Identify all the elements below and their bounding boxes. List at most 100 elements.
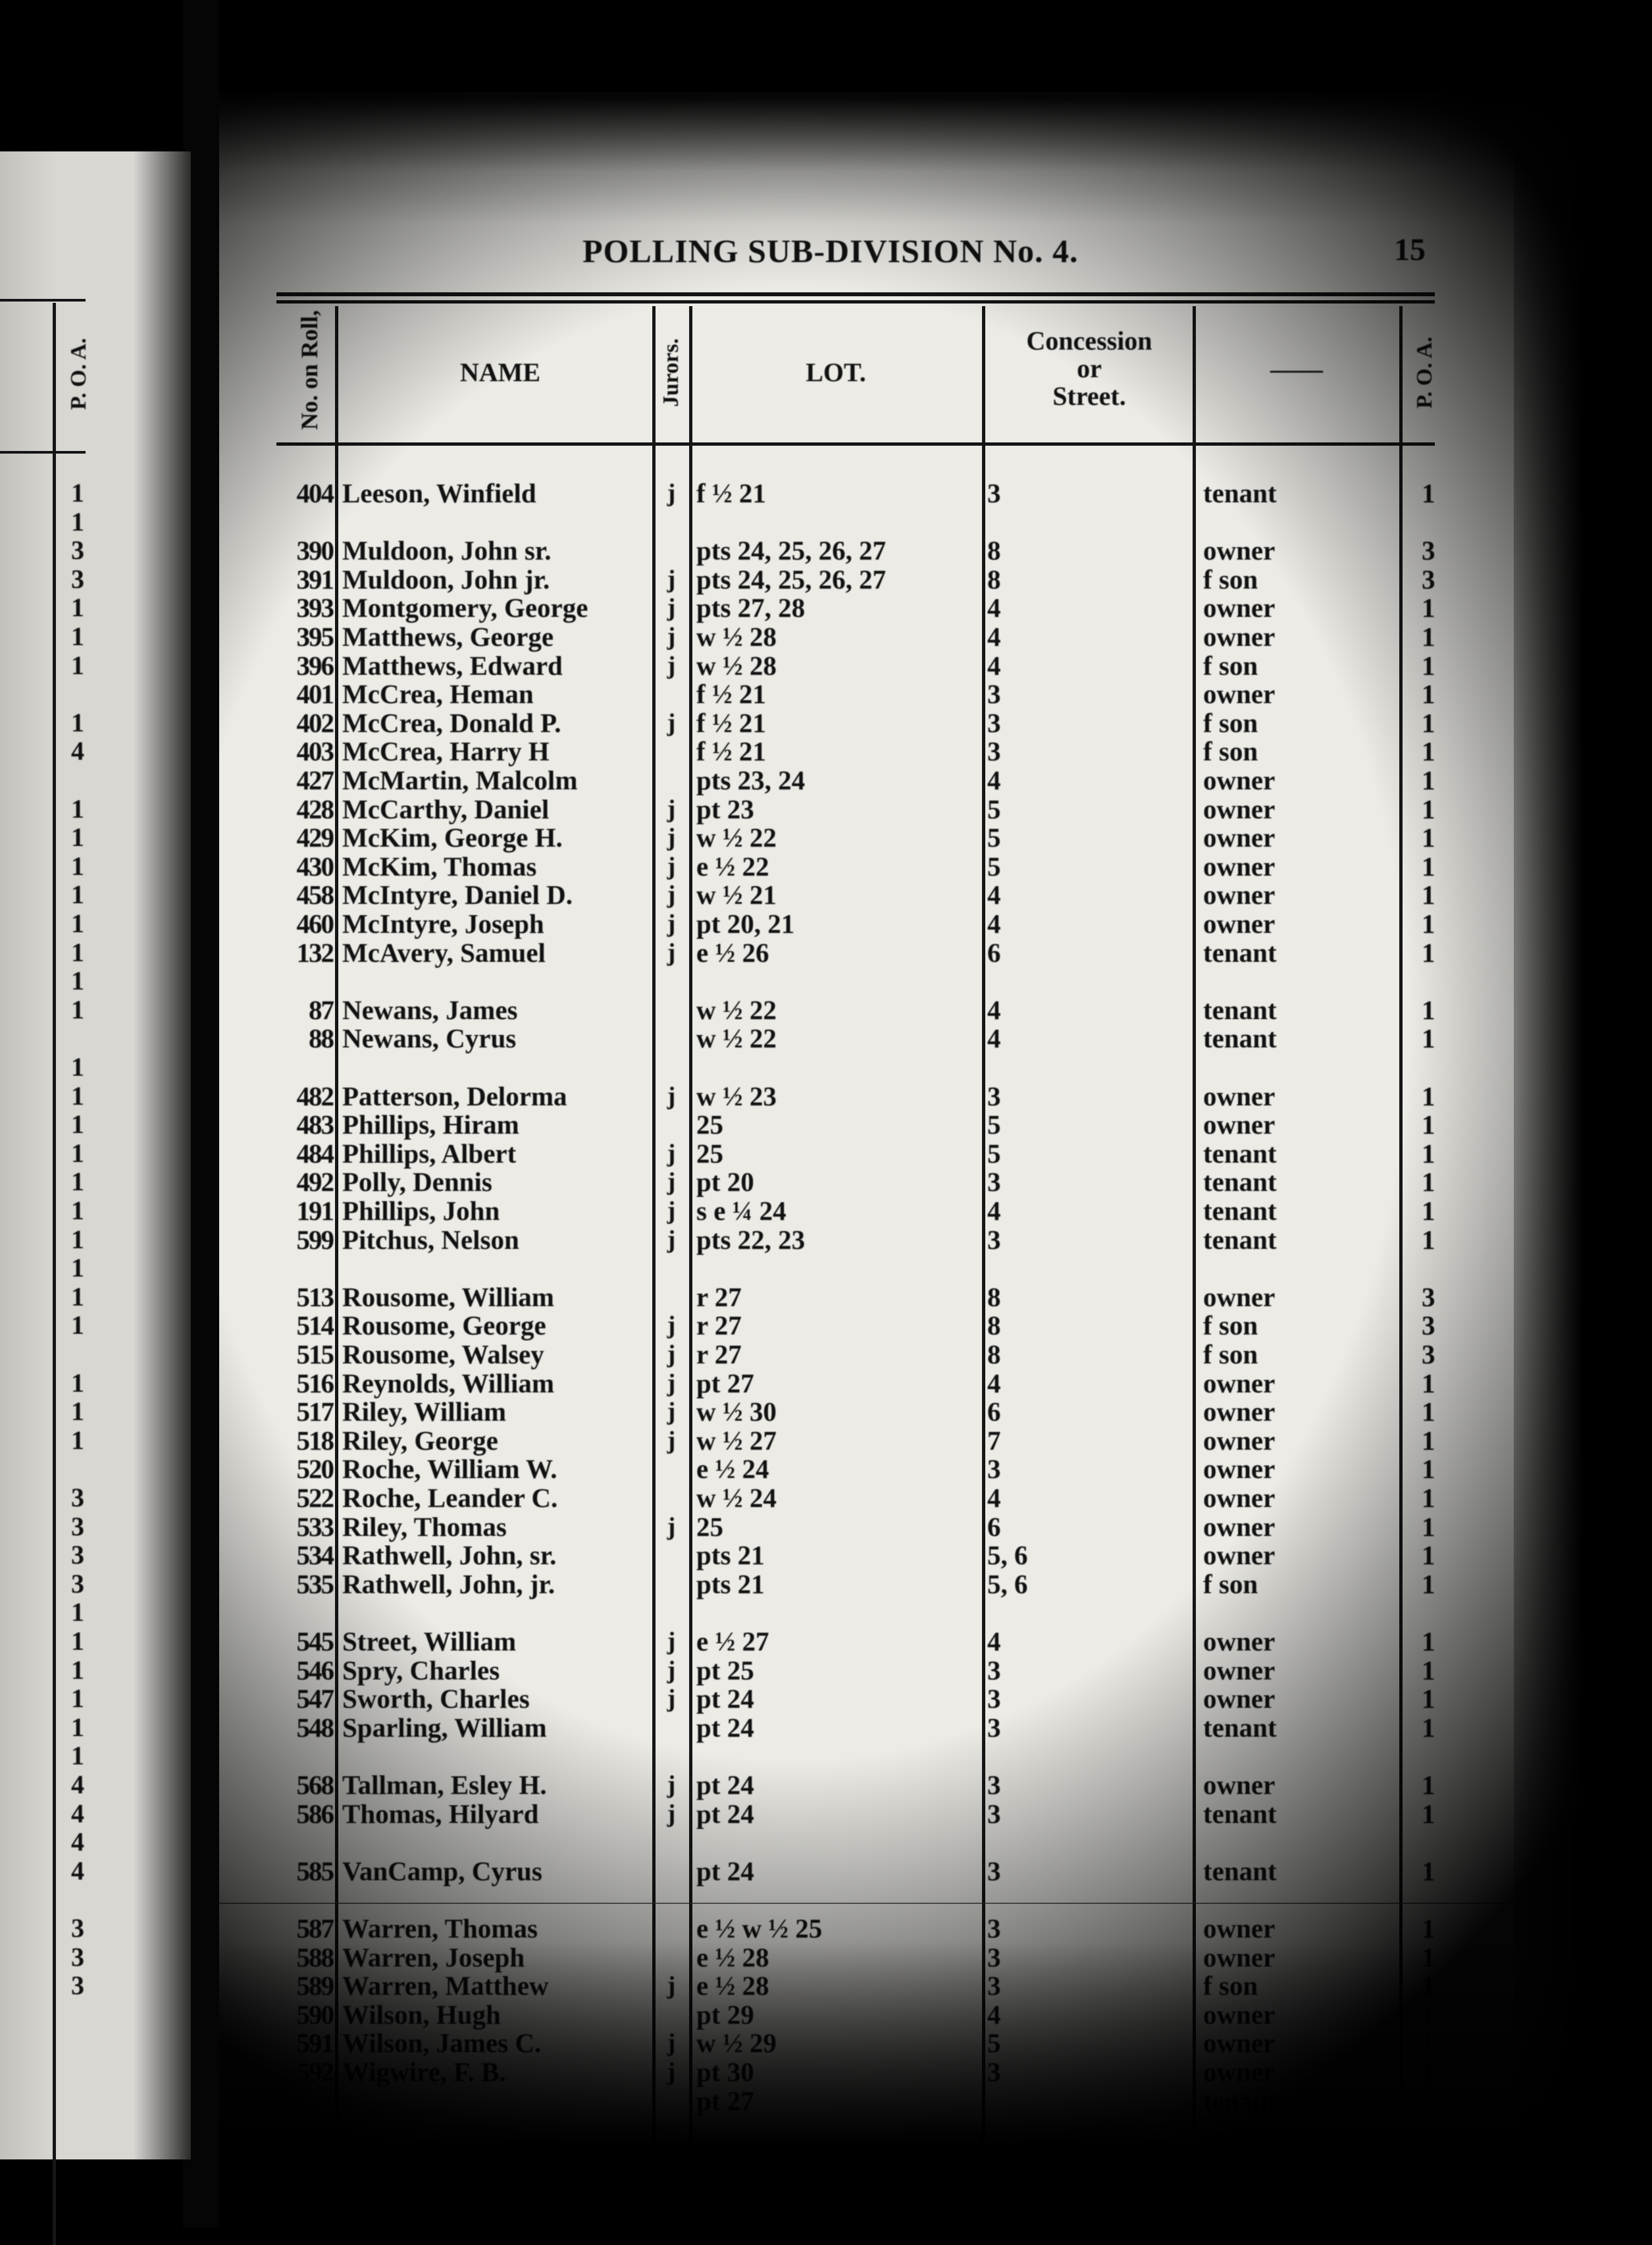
cell-conc: 3 <box>987 679 1001 710</box>
facing-page-poa-value: 1 <box>71 822 84 853</box>
cell-conc: 3 <box>987 1913 1001 1943</box>
cell-conc: 3 <box>987 1798 1001 1829</box>
cell-lot: w ½ 22 <box>696 1023 777 1054</box>
cell-lot: pt 24 <box>696 1712 754 1743</box>
facing-page-poa-value: 1 <box>71 1425 84 1455</box>
header-concession: Concession or Street. <box>987 327 1191 410</box>
cell-name: Sparling, William <box>342 1712 547 1743</box>
cell-juror: j <box>667 852 676 880</box>
cell-roll: 429 <box>296 822 335 853</box>
cell-juror: j <box>667 708 676 737</box>
cell-lot: f ½ 21 <box>696 478 766 508</box>
cell-status: owner <box>1203 1396 1276 1427</box>
cell-poa: 1 <box>1422 880 1435 911</box>
header-jurors: Jurors. <box>659 338 683 408</box>
cell-poa: 3 <box>1422 1339 1435 1369</box>
cell-juror: j <box>667 1082 676 1110</box>
cell-status: tenant <box>1203 1196 1277 1226</box>
facing-page-poa-value: 1 <box>71 1367 84 1398</box>
cell-roll: 483 <box>296 1109 335 1140</box>
header-concession-line1: Concession <box>1026 326 1152 356</box>
facing-page-poa-value: 1 <box>71 1138 84 1168</box>
cell-conc: 5 <box>987 793 1001 824</box>
cell-status: owner <box>1203 535 1276 566</box>
cell-lot: w ½ 21 <box>696 880 777 911</box>
cell-juror: j <box>667 1799 676 1828</box>
cell-juror: j <box>667 651 676 679</box>
cell-status: owner <box>1203 1281 1276 1312</box>
cell-status: owner <box>1203 1683 1276 1714</box>
column-rule-jurors <box>689 306 692 2150</box>
cell-roll: 87 <box>309 994 334 1025</box>
cell-roll: 428 <box>296 793 335 824</box>
cell-lot: r 27 <box>696 1339 742 1369</box>
cell-juror: j <box>667 1369 676 1397</box>
cell-poa: 1 <box>1422 1109 1435 1140</box>
facing-page-poa-value: 1 <box>71 851 84 881</box>
cell-juror: j <box>667 623 676 650</box>
cell-status: tenant <box>1203 2085 1277 2116</box>
cell-lot: pt 24 <box>696 1855 754 1886</box>
cell-name: Montgomery, George <box>342 593 588 623</box>
cell-roll: 591 <box>296 2028 335 2059</box>
cell-status: owner <box>1203 1913 1276 1943</box>
cell-name: Matthews, Edward <box>342 650 563 681</box>
cell-roll: 592 <box>296 2057 335 2087</box>
page-title: POLLING SUB-DIVISION No. 4. <box>582 232 1079 269</box>
facing-page-column-rule <box>53 303 56 2245</box>
cell-lot: pt 20 <box>696 1167 754 1198</box>
cell-name: Sworth, Charles <box>342 1683 530 1714</box>
facing-page-poa-value: 4 <box>71 1798 84 1828</box>
cell-juror: j <box>667 1512 676 1541</box>
cell-name: Patterson, Delorma <box>342 1080 567 1111</box>
cell-roll: 191 <box>296 1196 335 1226</box>
page-number: 15 <box>1394 232 1426 267</box>
facing-page-poa-value: 1 <box>71 1396 84 1427</box>
cell-name: McIntyre, Daniel D. <box>342 880 573 911</box>
cell-name: McMartin, Malcolm <box>342 765 578 795</box>
cell-roll: 390 <box>296 535 335 566</box>
cell-conc: 4 <box>987 765 1001 795</box>
facing-page-poa-value: 1 <box>71 621 84 651</box>
cell-status: owner <box>1203 1999 1276 2030</box>
cell-lot: w ½ 28 <box>696 621 777 652</box>
cell-status: owner <box>1203 1454 1276 1485</box>
cell-status: owner <box>1203 2057 1276 2087</box>
cell-poa: 1 <box>1422 1941 1435 1972</box>
cell-conc: 6 <box>987 1396 1001 1427</box>
cell-name: Riley, Thomas <box>342 1511 507 1542</box>
cell-name: Phillips, Hiram <box>342 1109 519 1140</box>
facing-page-poa-value: 1 <box>71 1196 84 1225</box>
cell-conc: 4 <box>987 1023 1001 1054</box>
cell-juror: j <box>667 1398 676 1426</box>
cell-name: Wilson, James C. <box>342 2028 542 2059</box>
facing-page-poa-value: 1 <box>71 506 84 537</box>
cell-poa: 1 <box>1422 2085 1435 2116</box>
cell-conc: 4 <box>987 1626 1001 1656</box>
cell-roll: 492 <box>296 1167 335 1198</box>
cell-roll: 518 <box>296 1425 335 1456</box>
cell-status: owner <box>1203 765 1276 795</box>
cell-status: tenant <box>1203 478 1277 508</box>
cell-poa: 1 <box>1422 1367 1435 1398</box>
cell-name: Warren, Matthew <box>342 1970 549 2001</box>
cell-roll: 517 <box>296 1396 335 1427</box>
cell-conc: 3 <box>987 736 1001 767</box>
cell-lot: 25 <box>696 1109 723 1140</box>
cell-poa: 1 <box>1422 621 1435 652</box>
cell-poa: 1 <box>1422 1999 1435 2030</box>
cell-name: Phillips, Albert <box>342 1138 517 1169</box>
cell-roll: 545 <box>296 1626 335 1656</box>
facing-page-poa-value: 3 <box>71 1483 84 1512</box>
cell-name: Rousome, William <box>342 1281 554 1312</box>
cell-conc: 3 <box>987 1080 1001 1111</box>
cell-poa: 1 <box>1422 1540 1435 1571</box>
cell-lot: 25 <box>696 1138 723 1169</box>
cell-name: Wigwire, F. B. <box>342 2057 506 2087</box>
cell-name: Rathwell, John, sr. <box>342 1540 557 1571</box>
facing-page-poa-value: 3 <box>71 1913 84 1943</box>
cell-conc: 4 <box>987 880 1001 911</box>
facing-page-poa-value: 1 <box>71 1310 84 1340</box>
facing-page-poa-value: 1 <box>71 1626 84 1656</box>
cell-conc: 4 <box>987 650 1001 681</box>
